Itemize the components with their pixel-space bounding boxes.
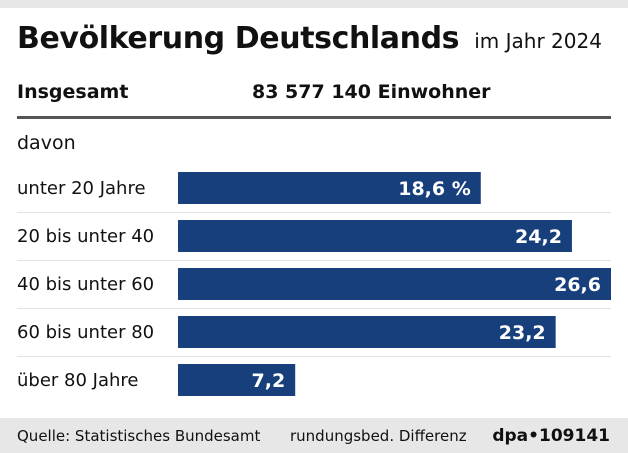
total-value: 83 577 140 Einwohner (252, 81, 491, 103)
value-label: 7,2 (252, 370, 286, 392)
footer: Quelle: Statistisches Bundesamt rundungs… (0, 418, 628, 453)
population-bar (178, 220, 572, 252)
row-divider (17, 212, 611, 213)
row-divider (17, 308, 611, 309)
value-label: 26,6 (554, 274, 601, 296)
population-bar (178, 316, 556, 348)
population-bar (178, 268, 611, 300)
category-label: unter 20 Jahre (17, 178, 146, 199)
population-bar (178, 364, 296, 396)
top-rule (0, 0, 628, 8)
total-label: Insgesamt (17, 81, 129, 103)
dpa-credit: dpa•109141 (492, 426, 610, 446)
category-label: 20 bis unter 40 (17, 226, 154, 247)
chart-title: Bevölkerung Deutschlands (17, 21, 460, 56)
title-row: Bevölkerung Deutschlands im Jahr 2024 (17, 21, 602, 56)
category-label: 40 bis unter 60 (17, 274, 154, 295)
section-divider (17, 116, 611, 119)
row-divider (17, 356, 611, 357)
breakdown-label: davon (17, 132, 76, 154)
row-divider (17, 260, 611, 261)
category-label: 60 bis unter 80 (17, 322, 154, 343)
value-label: 24,2 (515, 226, 562, 248)
population-bar (178, 172, 481, 204)
value-label: 23,2 (499, 322, 546, 344)
rounding-note: rundungsbed. Differenz (290, 427, 467, 445)
chart-subtitle: im Jahr 2024 (474, 29, 602, 53)
category-label: über 80 Jahre (17, 370, 138, 391)
source-note: Quelle: Statistisches Bundesamt (17, 427, 261, 445)
value-label: 18,6 % (398, 178, 471, 200)
